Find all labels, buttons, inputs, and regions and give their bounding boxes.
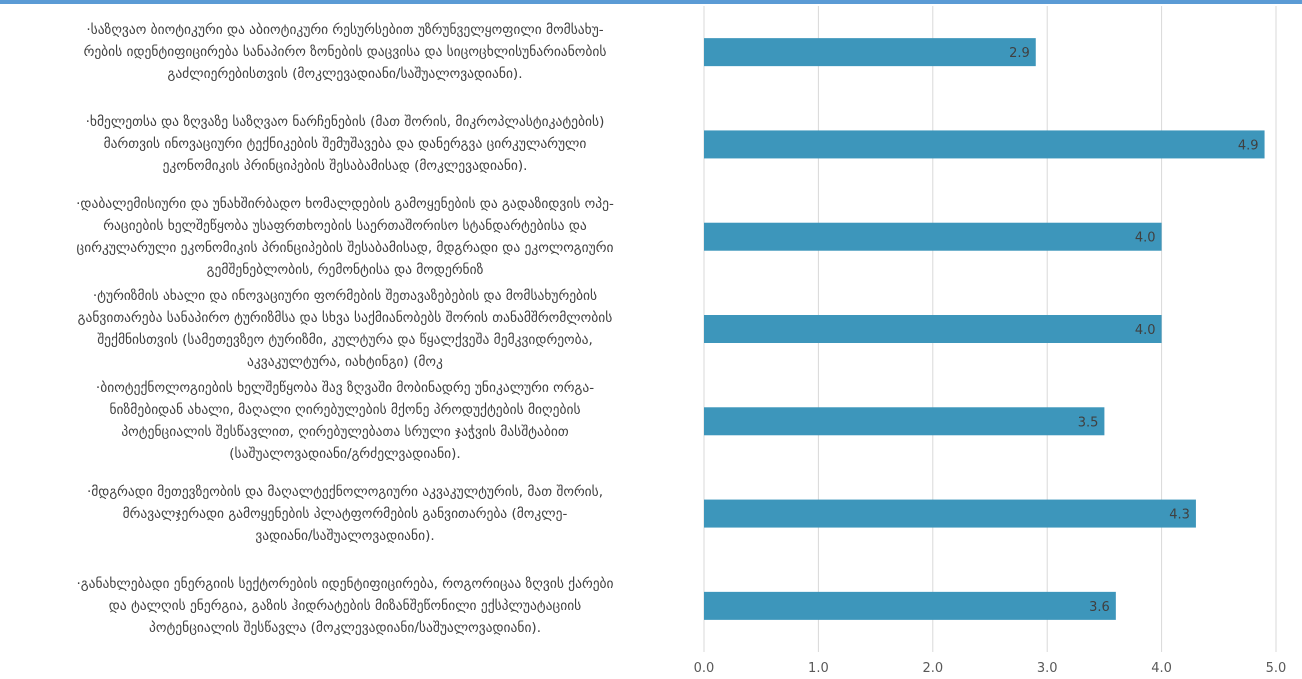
value-label: 4.0 bbox=[1135, 231, 1156, 246]
category-label: ·განახლებადი ენერგიის სექტორების იდენტიფ… bbox=[0, 573, 690, 639]
category-label-line: ნიზმებიდან ახალი, მაღალი ღირებულების მქო… bbox=[109, 402, 581, 419]
category-label: ·ტურიზმის ახალი და ინოვაციური ფორმების შ… bbox=[0, 285, 690, 373]
value-label: 4.3 bbox=[1169, 508, 1190, 523]
value-label: 4.0 bbox=[1135, 323, 1156, 338]
category-label-line: ცირკულარული ეკონომიკის პრინციპების შესაბ… bbox=[76, 239, 614, 256]
x-tick-label: 3.0 bbox=[1037, 661, 1058, 676]
x-tick-label: 0.0 bbox=[694, 661, 715, 676]
category-label: ·საზღვაო ბიოტიკური და აბიოტიკური რესურსე… bbox=[0, 19, 690, 85]
category-label-line: აკვაკულტურა, იახტინგი) (მოკ bbox=[247, 354, 443, 370]
value-label: 3.5 bbox=[1078, 415, 1099, 430]
category-label-line: ·განახლებადი ენერგიის სექტორების იდენტიფ… bbox=[76, 575, 614, 592]
category-label-line: განვითარება სანაპირო ტურიზმსა და სხვა სა… bbox=[77, 310, 613, 326]
category-label-line: ·ბიოტექნოლოგიების ხელშეწყობა შავ ზღვაში … bbox=[95, 380, 595, 397]
category-label-line: გემშენებლობის, რემონტისა და მოდერნიზ bbox=[206, 261, 484, 278]
bar bbox=[704, 130, 1265, 159]
bar bbox=[704, 222, 1162, 251]
x-tick-label: 1.0 bbox=[808, 661, 829, 676]
category-label-line: (საშუალოვადიანი/გრძელვადიანი). bbox=[229, 446, 461, 463]
bar bbox=[704, 38, 1036, 67]
category-label-line: გაძლიერებისთვის (მოკლევადიანი/საშუალოვად… bbox=[167, 66, 523, 83]
x-tick-label: 2.0 bbox=[922, 661, 943, 676]
category-label: ·დაბალემისიური და უნახშირბადო ხომალდების… bbox=[0, 193, 690, 281]
category-label-line: პოტენციალის შესწავლით, ღირებულებათა სრულ… bbox=[121, 424, 569, 441]
value-label: 4.9 bbox=[1238, 138, 1259, 153]
category-label-line: რაციების ხელშეწყობა უსაფრთხოების საერთაშ… bbox=[103, 217, 587, 234]
bar bbox=[704, 315, 1162, 343]
top-accent-line bbox=[0, 0, 1302, 4]
value-labels: 2.9 4.9 4.0 4.0 3.5 4.3 3.6 bbox=[1009, 46, 1258, 615]
bar bbox=[704, 499, 1196, 528]
category-label-line: შექმნისთვის (სამეთევზეო ტურიზმი, კულტურა… bbox=[97, 332, 593, 348]
category-label-line: ·ხმელეთსა და ზღვაზე საზღვაო ნარჩენების (… bbox=[85, 114, 605, 131]
category-label-line: მართვის ინოვაციური ტექნიკების შემუშავება… bbox=[103, 136, 587, 153]
category-label-line: ·ტურიზმის ახალი და ინოვაციური ფორმების შ… bbox=[92, 288, 598, 304]
category-label-line: ·დაბალემისიური და უნახშირბადო ხომალდების… bbox=[76, 195, 614, 212]
category-label-line: რების იდენტიფიცირება სანაპირო ზონების და… bbox=[83, 44, 607, 61]
category-label-line: ·მდგრადი მეთევზეობის და მაღალტექნოლოგიურ… bbox=[86, 483, 604, 500]
x-axis-ticks: 0.0 1.0 2.0 3.0 4.0 5.0 bbox=[694, 661, 1287, 676]
value-label: 2.9 bbox=[1009, 46, 1030, 61]
x-tick-label: 4.0 bbox=[1151, 661, 1172, 676]
value-label: 3.6 bbox=[1089, 600, 1110, 615]
x-tick-label: 5.0 bbox=[1266, 661, 1287, 676]
category-label-line: ·საზღვაო ბიოტიკური და აბიოტიკური რესურსე… bbox=[86, 22, 604, 39]
category-label-line: ვადიანი/საშუალოვადიანი). bbox=[255, 527, 435, 544]
bar bbox=[704, 407, 1105, 436]
category-label-line: და ტალღის ენერგია, გაზის ჰიდრატების მიზა… bbox=[108, 597, 582, 614]
category-label: ·მდგრადი მეთევზეობის და მაღალტექნოლოგიურ… bbox=[0, 481, 690, 547]
category-label: ·ბიოტექნოლოგიების ხელშეწყობა შავ ზღვაში … bbox=[0, 377, 690, 465]
category-label-line: მრავალჯერადი გამოყენების პლატფორმების გა… bbox=[122, 505, 568, 522]
bar bbox=[704, 591, 1116, 620]
bars bbox=[704, 38, 1265, 620]
category-label-line: ეკონომიკის პრინციპების შესაბამისად (მოკლ… bbox=[162, 158, 528, 175]
category-label-line: პოტენციალის შესწავლა (მოკლევადიანი/საშუა… bbox=[149, 619, 541, 636]
category-label: ·ხმელეთსა და ზღვაზე საზღვაო ნარჩენების (… bbox=[0, 111, 690, 177]
